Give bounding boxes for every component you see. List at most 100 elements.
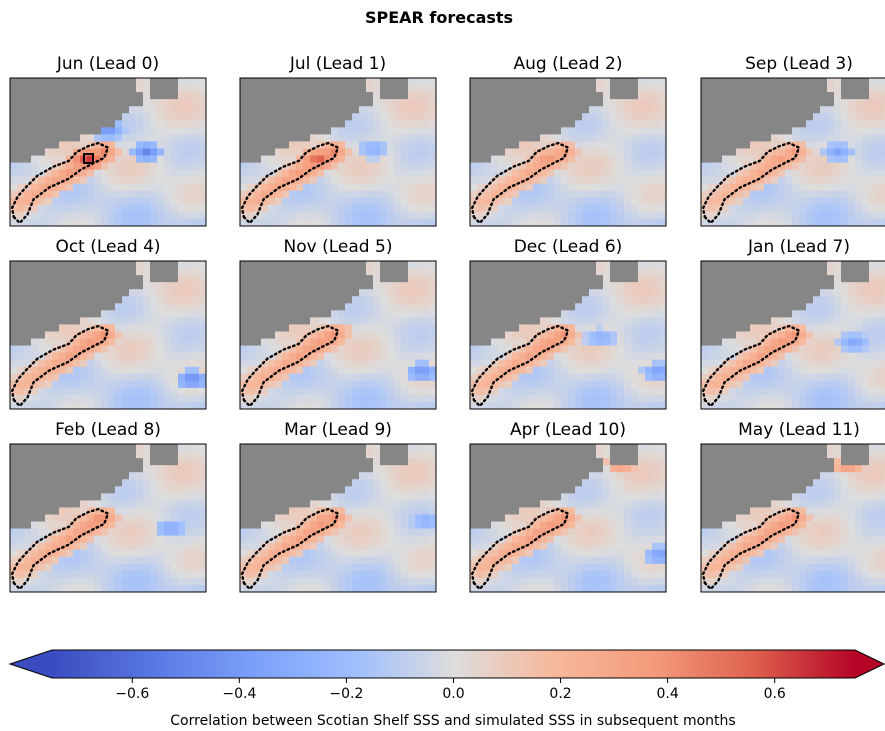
grid-cell <box>59 352 67 361</box>
grid-cell <box>282 106 290 114</box>
grid-cell <box>59 331 67 339</box>
grid-cell <box>247 338 255 346</box>
grid-cell <box>94 190 102 199</box>
grid-cell <box>289 394 297 403</box>
grid-cell <box>764 106 772 114</box>
grid-cell <box>73 472 81 480</box>
grid-cell <box>31 106 39 114</box>
grid-cell <box>94 127 102 135</box>
grid-cell <box>317 275 325 283</box>
grid-cell <box>589 127 597 135</box>
grid-cell <box>498 380 506 389</box>
grid-cell <box>178 113 186 121</box>
grid-cell <box>505 317 513 325</box>
grid-cell <box>750 401 758 409</box>
grid-cell <box>73 282 81 290</box>
grid-cell <box>317 176 325 185</box>
grid-cell <box>429 310 436 318</box>
grid-cell <box>729 148 737 156</box>
grid-cell <box>603 268 611 276</box>
grid-cell <box>876 85 884 93</box>
grid-cell <box>310 373 318 382</box>
grid-cell <box>38 134 46 142</box>
shelf-outline <box>701 141 801 225</box>
grid-cell <box>275 261 283 269</box>
grid-cell <box>603 373 611 382</box>
grid-cell <box>701 176 709 185</box>
grid-cell <box>59 345 67 354</box>
grid-cell <box>150 310 158 318</box>
grid-cell <box>841 324 849 332</box>
grid-cell <box>645 218 653 226</box>
grid-cell <box>345 366 353 375</box>
grid-cell <box>855 113 863 121</box>
grid-cell <box>827 211 835 220</box>
grid-cell <box>799 99 807 107</box>
grid-cell <box>317 282 325 290</box>
grid-cell <box>722 162 730 171</box>
grid-cell <box>101 183 109 192</box>
grid-cell <box>408 282 416 290</box>
grid-cell <box>876 289 884 297</box>
grid-cell <box>150 444 158 452</box>
grid-cell <box>582 331 590 339</box>
grid-cell <box>757 303 765 311</box>
grid-cell <box>750 380 758 389</box>
grid-cell <box>722 366 730 375</box>
grid-cell <box>94 162 102 171</box>
grid-cell <box>708 345 716 354</box>
grid-cell <box>827 310 835 318</box>
grid-cell <box>199 197 206 206</box>
grid-cell <box>303 366 311 375</box>
grid-cell <box>338 352 346 361</box>
grid-cell <box>813 162 821 171</box>
grid-cell <box>883 401 885 409</box>
grid-cell <box>736 169 744 178</box>
grid-cell <box>129 324 137 332</box>
grid-cell <box>834 155 842 163</box>
grid-cell <box>80 141 88 149</box>
grid-cell <box>533 134 541 142</box>
grid-cell <box>108 458 116 466</box>
grid-cell <box>429 268 436 276</box>
grid-cell <box>282 99 290 107</box>
grid-cell <box>617 148 625 156</box>
grid-cell <box>736 268 744 276</box>
grid-cell <box>750 268 758 276</box>
grid-cell <box>108 183 116 192</box>
grid-cell <box>575 324 583 332</box>
grid-cell <box>94 197 102 206</box>
grid-cell <box>638 148 646 156</box>
grid-cell <box>101 451 109 459</box>
grid-cell <box>722 261 730 269</box>
grid-cell <box>429 113 436 121</box>
grid-cell <box>862 190 870 199</box>
grid-cell <box>498 310 506 318</box>
grid-cell <box>582 317 590 325</box>
grid-cell <box>792 352 800 361</box>
grid-cell <box>624 268 632 276</box>
grid-cell <box>617 373 625 382</box>
grid-cell <box>31 289 39 297</box>
grid-cell <box>164 500 172 508</box>
grid-cell <box>331 352 339 361</box>
grid-cell <box>589 85 597 93</box>
grid-cell <box>10 451 18 459</box>
grid-cell <box>31 458 39 466</box>
grid-cell <box>296 183 304 192</box>
grid-cell <box>429 338 436 346</box>
grid-cell <box>422 338 430 346</box>
grid-cell <box>387 211 395 220</box>
grid-cell <box>185 92 193 100</box>
grid-cell <box>708 359 716 368</box>
grid-cell <box>652 331 660 339</box>
grid-cell <box>638 282 646 290</box>
grid-cell <box>373 92 381 100</box>
grid-cell <box>834 359 842 368</box>
grid-cell <box>806 92 814 100</box>
grid-cell <box>484 99 492 107</box>
grid-cell <box>764 85 772 93</box>
grid-cell <box>512 359 520 368</box>
grid-cell <box>764 176 772 185</box>
grid-cell <box>80 127 88 135</box>
